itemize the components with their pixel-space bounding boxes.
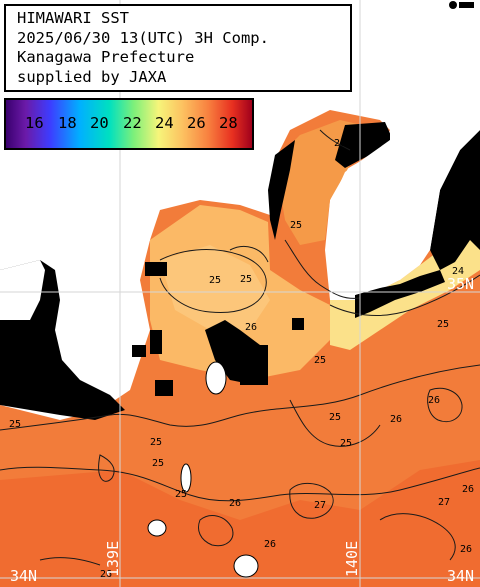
legend-label: 16 bbox=[25, 114, 44, 132]
title-line-1: HIMAWARI SST bbox=[17, 9, 129, 27]
title-line-3: Kanagawa Prefecture bbox=[17, 48, 195, 66]
title-line-4: supplied by JAXA bbox=[17, 67, 167, 86]
contour-label: 25 bbox=[175, 489, 187, 500]
contour-label: 27 bbox=[438, 497, 450, 508]
contour-label: 25 bbox=[290, 220, 302, 231]
island-2 bbox=[180, 463, 192, 493]
contour-label: 25 bbox=[340, 438, 352, 449]
lon-label-140e: 140E bbox=[343, 540, 361, 577]
island-3 bbox=[147, 519, 167, 537]
legend-label: 18 bbox=[58, 114, 77, 132]
contour-label: 25 bbox=[209, 275, 221, 286]
contour-label: 26 bbox=[245, 322, 257, 333]
lat-label-35n-east: 35N bbox=[447, 275, 475, 293]
contour-label-group: 26 25 24 25 26 25 25 25 25 25 26 26 26 2… bbox=[9, 138, 474, 580]
land-mask-tokyo bbox=[335, 122, 392, 168]
contour-label: 25 bbox=[152, 458, 164, 469]
contour-label: 25 bbox=[314, 355, 326, 366]
contour-label: 26 bbox=[100, 569, 112, 580]
contour-label: 26 bbox=[229, 498, 241, 509]
contour-label: 26 bbox=[264, 539, 276, 550]
legend-label: 22 bbox=[123, 114, 142, 132]
color-legend: 16 18 20 22 24 26 28 bbox=[4, 98, 254, 150]
contour-label: 26 bbox=[334, 138, 346, 149]
title-line-2: 2025/06/30 13(UTC) 3H Comp. bbox=[17, 28, 269, 47]
lon-label-139e: 139E bbox=[104, 540, 122, 577]
contour-label: 25 bbox=[9, 419, 21, 430]
lat-label-35n-west: 35N bbox=[10, 275, 38, 293]
legend-label: 20 bbox=[90, 114, 109, 132]
contour-label: 26 bbox=[462, 484, 474, 495]
contour-label: 26 bbox=[428, 395, 440, 406]
land-west bbox=[0, 260, 45, 320]
contour-label: 25 bbox=[329, 412, 341, 423]
contour-label: 26 bbox=[390, 414, 402, 425]
land-mask-peninsula bbox=[268, 140, 295, 240]
legend-label: 24 bbox=[155, 114, 174, 132]
legend-color-bar bbox=[6, 100, 252, 148]
jaxa-logo-icon bbox=[443, 0, 480, 18]
island-4 bbox=[233, 554, 259, 578]
land-north-east bbox=[326, 0, 480, 298]
contour-label: 25 bbox=[240, 274, 252, 285]
legend-label: 26 bbox=[187, 114, 206, 132]
land-mask-coast bbox=[355, 270, 445, 318]
contour-lines bbox=[0, 129, 480, 566]
title-panel: HIMAWARI SST 2025/06/30 13(UTC) 3H Comp.… bbox=[4, 4, 352, 92]
lat-label-34n-west: 34N bbox=[10, 567, 38, 585]
land-mask-east bbox=[430, 130, 480, 270]
contour-label: 25 bbox=[150, 437, 162, 448]
contour-label: 24 bbox=[452, 266, 464, 277]
sea-mid-bay bbox=[160, 245, 270, 330]
contour-label: 27 bbox=[314, 500, 326, 511]
island-1 bbox=[205, 361, 227, 395]
legend-label: 28 bbox=[219, 114, 238, 132]
contour-label: 26 bbox=[460, 544, 472, 555]
contour-label: 25 bbox=[437, 319, 449, 330]
legend-labels: 16 18 20 22 24 26 28 bbox=[6, 100, 252, 148]
lat-label-34n-east: 34N bbox=[447, 567, 475, 585]
